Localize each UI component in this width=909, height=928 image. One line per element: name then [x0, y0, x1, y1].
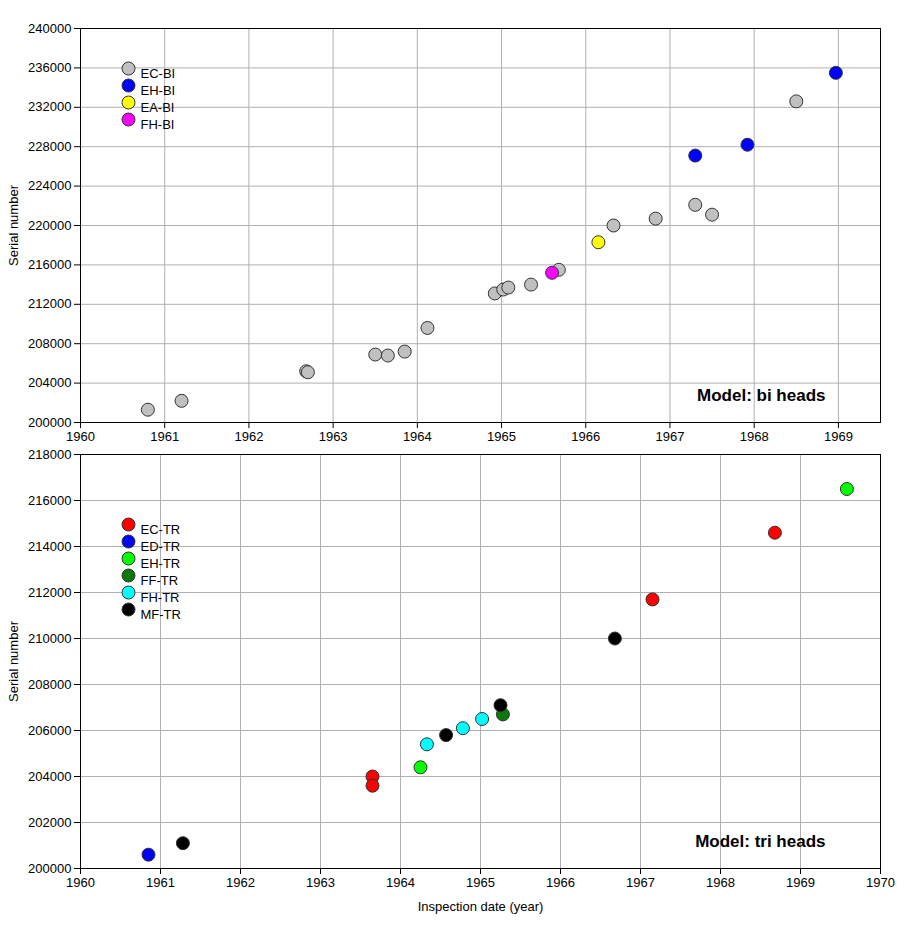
svg-text:Serial number: Serial number [6, 620, 21, 702]
svg-text:236000: 236000 [28, 60, 71, 75]
svg-text:204000: 204000 [28, 769, 71, 784]
svg-text:216000: 216000 [28, 257, 71, 272]
svg-text:210000: 210000 [28, 631, 71, 646]
svg-text:208000: 208000 [28, 336, 71, 351]
svg-text:1965: 1965 [466, 875, 495, 890]
svg-text:EC-BI: EC-BI [141, 66, 176, 81]
svg-text:1965: 1965 [487, 429, 516, 442]
svg-text:202000: 202000 [28, 815, 71, 830]
svg-text:216000: 216000 [28, 493, 71, 508]
svg-text:1966: 1966 [571, 429, 600, 442]
svg-text:EH-TR: EH-TR [141, 556, 181, 571]
svg-text:1968: 1968 [740, 429, 769, 442]
svg-text:208000: 208000 [28, 677, 71, 692]
svg-text:240000: 240000 [28, 21, 71, 36]
svg-text:1964: 1964 [403, 429, 432, 442]
svg-text:ED-TR: ED-TR [141, 539, 181, 554]
svg-text:1969: 1969 [786, 875, 815, 890]
svg-text:Model: bi heads: Model: bi heads [697, 386, 825, 405]
svg-text:FH-BI: FH-BI [141, 117, 175, 132]
svg-text:200000: 200000 [28, 861, 71, 876]
svg-text:1966: 1966 [546, 875, 575, 890]
svg-text:EH-BI: EH-BI [141, 83, 176, 98]
svg-text:1961: 1961 [146, 875, 175, 890]
svg-text:EC-TR: EC-TR [141, 522, 181, 537]
svg-text:FH-TR: FH-TR [141, 590, 180, 605]
svg-text:1968: 1968 [706, 875, 735, 890]
svg-text:232000: 232000 [28, 99, 71, 114]
svg-text:200000: 200000 [28, 415, 71, 430]
svg-text:212000: 212000 [28, 585, 71, 600]
svg-text:1960: 1960 [66, 875, 95, 890]
svg-text:1963: 1963 [319, 429, 348, 442]
svg-text:228000: 228000 [28, 139, 71, 154]
svg-text:1960: 1960 [66, 429, 95, 442]
svg-text:1963: 1963 [306, 875, 335, 890]
svg-text:Model: tri heads: Model: tri heads [695, 832, 825, 851]
svg-text:218000: 218000 [28, 447, 71, 462]
svg-text:214000: 214000 [28, 539, 71, 554]
svg-text:FF-TR: FF-TR [141, 573, 179, 588]
svg-text:Serial number: Serial number [6, 184, 21, 266]
svg-text:204000: 204000 [28, 375, 71, 390]
svg-text:1964: 1964 [386, 875, 415, 890]
svg-text:224000: 224000 [28, 178, 71, 193]
svg-text:EA-BI: EA-BI [141, 100, 175, 115]
svg-text:1970: 1970 [866, 875, 895, 890]
svg-text:1967: 1967 [656, 429, 685, 442]
svg-text:1962: 1962 [226, 875, 255, 890]
svg-text:220000: 220000 [28, 218, 71, 233]
svg-text:1967: 1967 [626, 875, 655, 890]
svg-text:206000: 206000 [28, 723, 71, 738]
svg-text:Inspection date (year): Inspection date (year) [418, 899, 544, 914]
svg-text:212000: 212000 [28, 296, 71, 311]
svg-text:1969: 1969 [824, 429, 853, 442]
svg-text:1962: 1962 [234, 429, 263, 442]
svg-text:MF-TR: MF-TR [141, 607, 181, 622]
svg-text:1961: 1961 [150, 429, 179, 442]
